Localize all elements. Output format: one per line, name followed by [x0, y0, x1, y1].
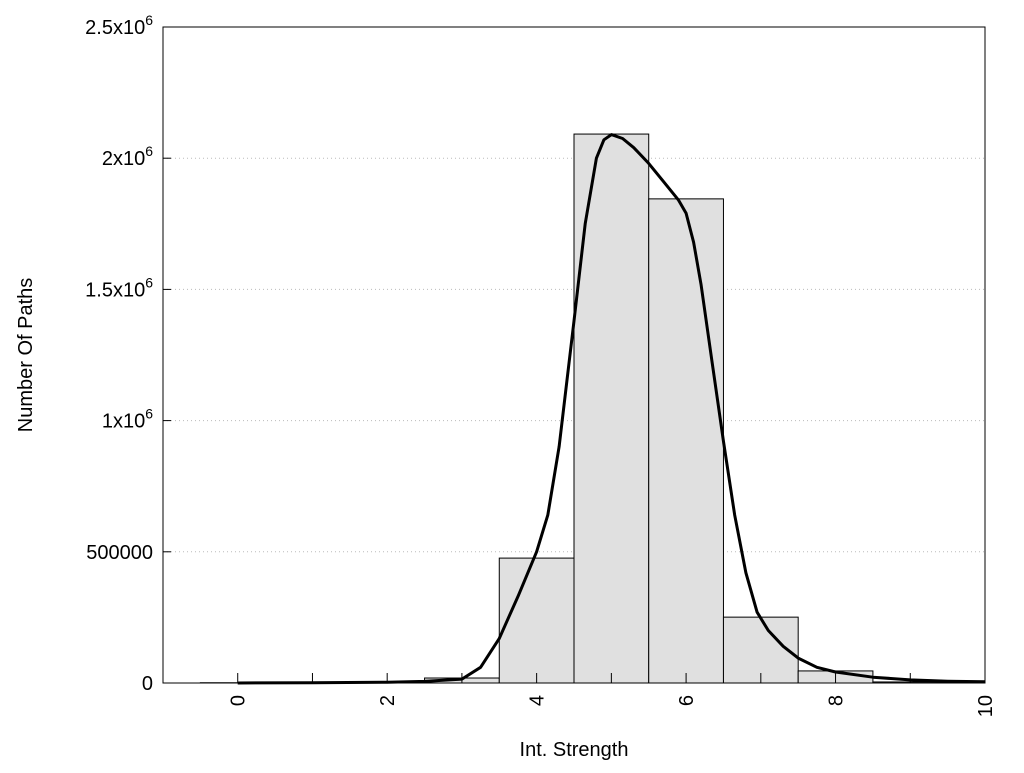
- bar-4: [499, 558, 574, 683]
- y-tick-label: 2.5x106: [85, 12, 153, 39]
- y-tick-label-base: 1.5x10: [85, 279, 145, 301]
- y-tick-label-base: 500000: [86, 542, 153, 564]
- x-tick-label: 10: [975, 695, 997, 717]
- x-tick-label: 0: [228, 695, 250, 706]
- y-tick-label-base: 0: [142, 673, 153, 695]
- y-tick-label-base: 2.5x10: [85, 17, 145, 39]
- x-tick-label: 6: [676, 695, 698, 706]
- y-tick-label: 2x106: [102, 143, 153, 170]
- y-tick-label: 1x106: [102, 406, 153, 433]
- x-tick-label: 4: [527, 695, 549, 706]
- y-tick-label-base: 2x10: [102, 148, 145, 170]
- bar-6: [649, 199, 724, 683]
- bars: [200, 134, 947, 683]
- y-tick-label: 1.5x106: [85, 274, 153, 301]
- y-tick-label: 500000: [86, 542, 153, 564]
- y-axis-label: Number Of Paths: [15, 278, 37, 433]
- x-tick-label: 2: [377, 695, 399, 706]
- y-tick-label-exponent: 6: [145, 143, 153, 159]
- y-tick-label: 0: [142, 673, 153, 695]
- x-axis-label: Int. Strength: [520, 739, 629, 761]
- y-tick-label-base: 1x10: [102, 411, 145, 433]
- x-tick-label: 8: [826, 695, 848, 706]
- y-tick-label-exponent: 6: [145, 406, 153, 422]
- y-tick-label-exponent: 6: [145, 274, 153, 290]
- y-tick-label-exponent: 6: [145, 12, 153, 28]
